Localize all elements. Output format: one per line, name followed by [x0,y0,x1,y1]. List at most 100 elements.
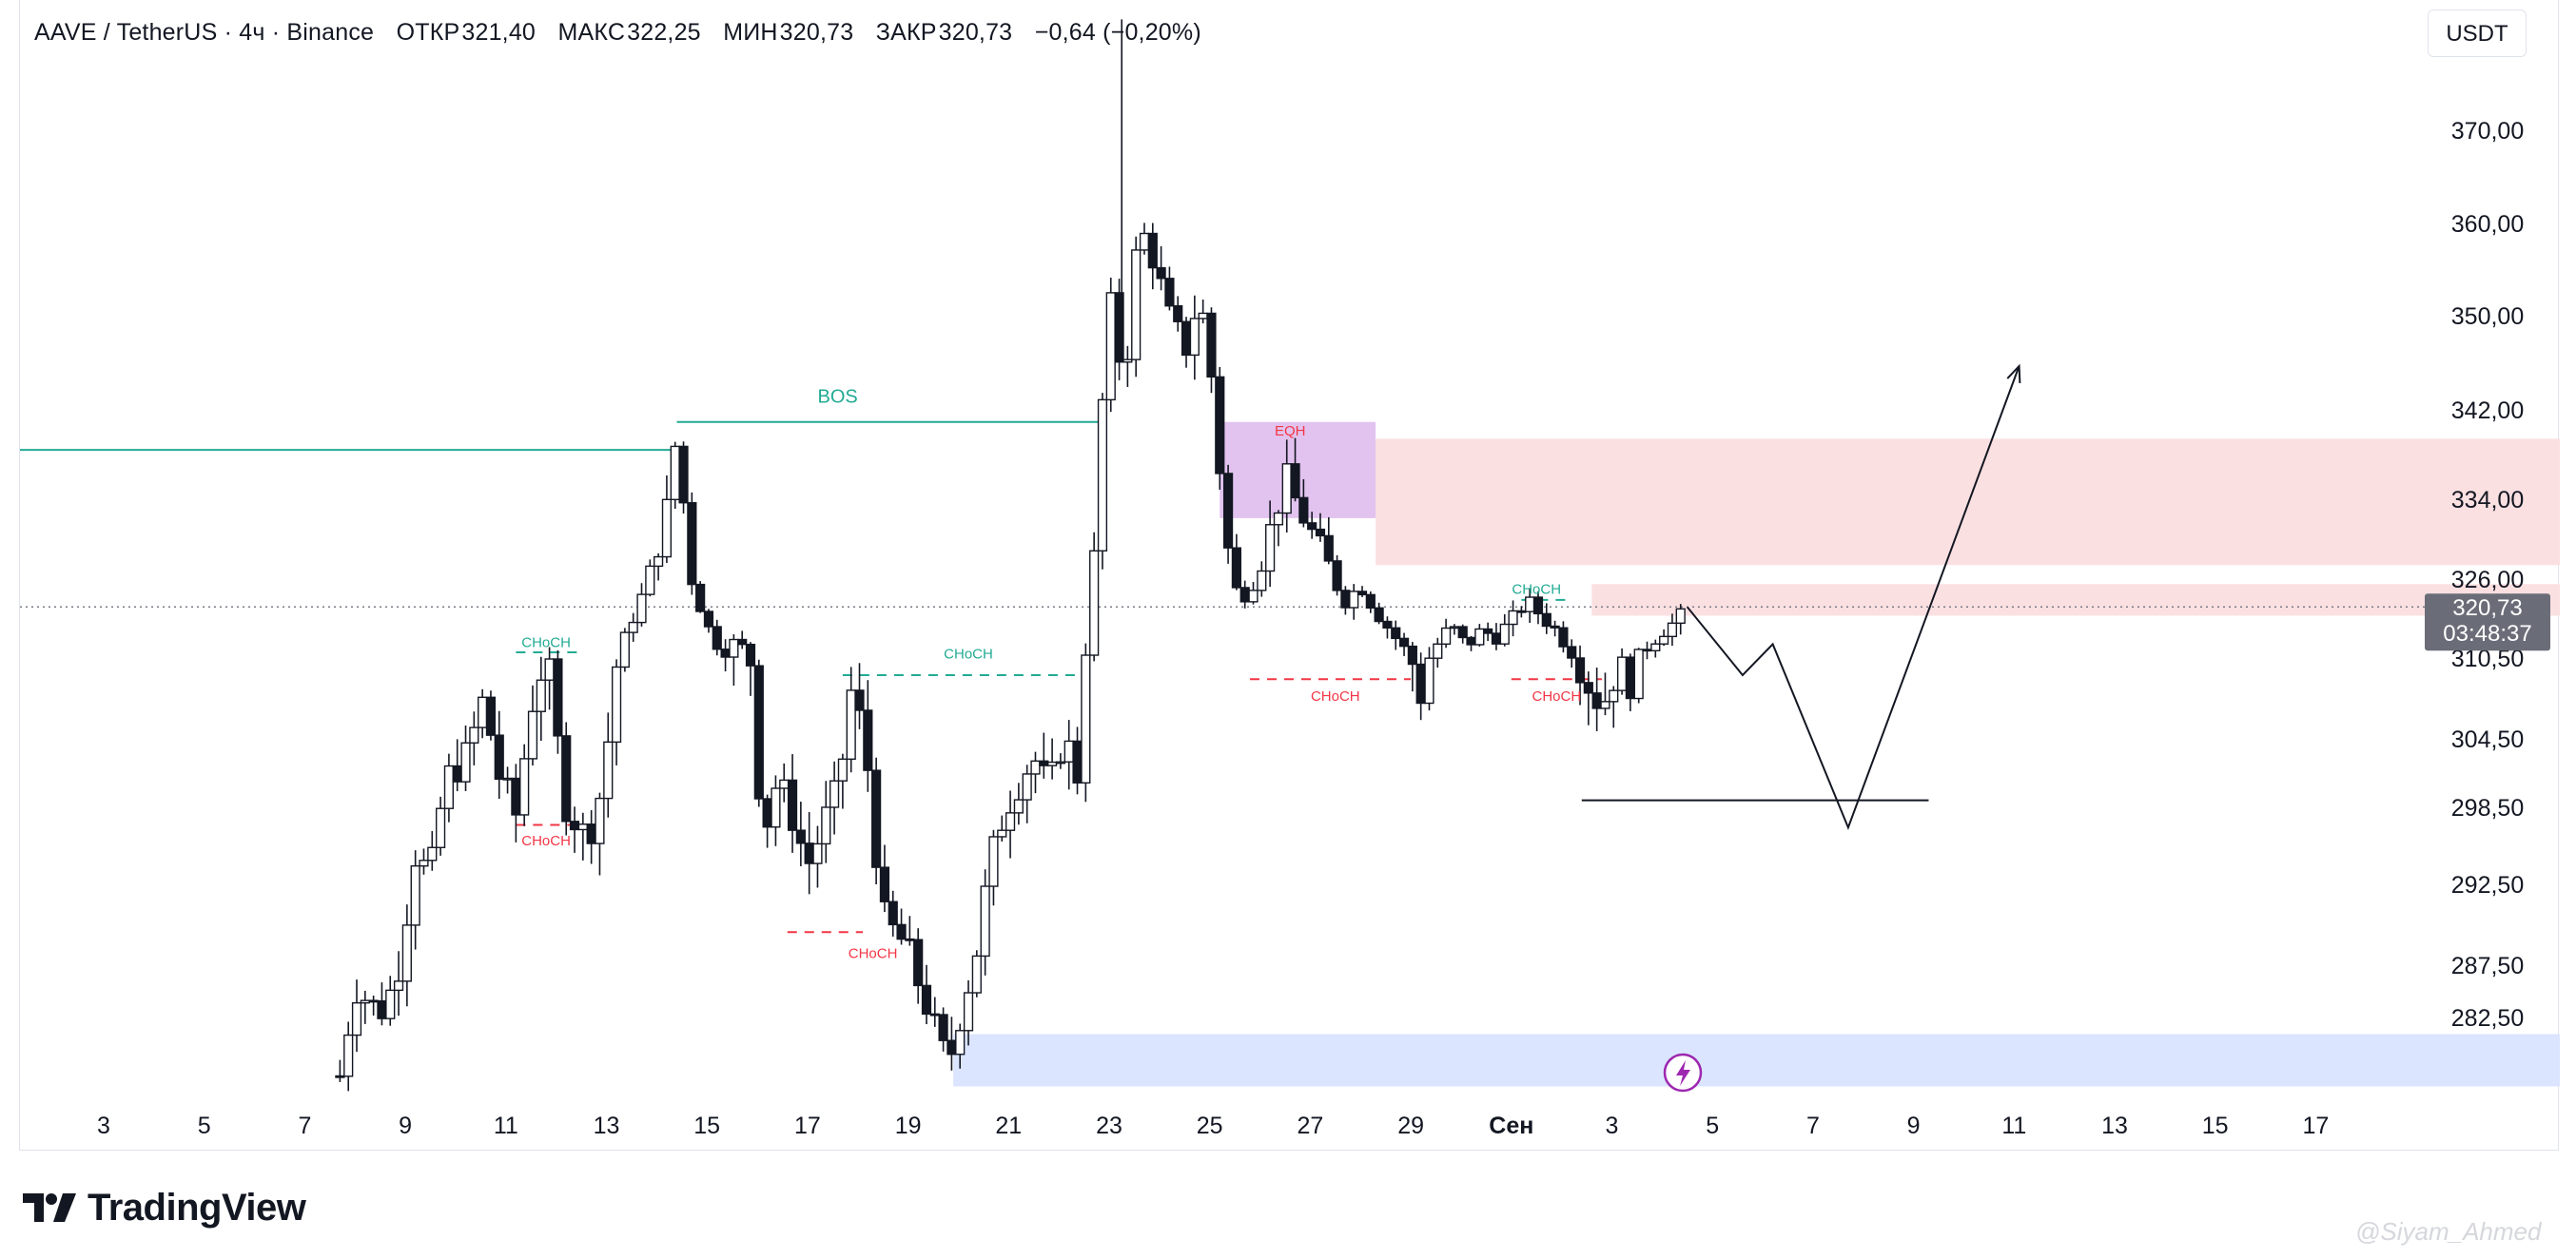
candle-body-down [1365,593,1376,610]
candle-body-down [1567,646,1577,659]
author-watermark: @Siyam_Ahmed [2355,1217,2542,1246]
candle [1642,641,1652,660]
candle-body-up [1265,524,1276,572]
candle [351,979,362,1053]
candle [1616,648,1628,695]
choch-label: CHoCH [849,946,898,962]
candle-body-down [745,643,756,667]
current-price-countdown: 03:48:37 [2443,621,2531,647]
candle [1532,591,1544,625]
candle [1332,554,1342,596]
candle [1307,512,1317,539]
candle-body-up [1424,657,1434,705]
eqh-label: EQH [1275,423,1306,439]
candle-body-down [753,665,764,800]
candle [1609,686,1619,728]
projection-layer [1686,363,2021,830]
candle [385,976,396,1026]
price-tick-label: 292,50 [2451,872,2524,899]
candle-body-up [636,593,647,624]
candle-body-down [1307,522,1317,531]
candle [1114,279,1124,380]
candle [997,815,1007,842]
candle [1089,532,1100,662]
candle [460,725,471,791]
candle-body-up [1248,590,1259,603]
candle [1567,639,1577,668]
candle-body-down [905,938,915,941]
candle-body-down [1332,560,1342,591]
price-tick-label: 304,50 [2451,726,2524,753]
candle [569,806,580,853]
supply-zone [1376,438,2560,566]
flash-icon[interactable] [1663,1053,1703,1093]
candle [854,663,865,729]
low-value: 320,73 [779,19,854,46]
candle-body-up [536,679,546,712]
candle [1239,580,1250,609]
candle [401,904,412,1007]
candle-body-up [460,742,471,783]
chart-canvas[interactable]: BOS CHoCH CHoCH CHoCH CHoCH CHoCH CHoCH CHoCH EQ… [20,0,2560,1151]
candle-body-down [712,626,722,650]
time-tick-label: 13 [2101,1113,2128,1139]
candle [737,630,748,649]
candle [1583,671,1593,726]
candle [1491,623,1502,650]
candle [527,685,538,765]
candle [1633,648,1644,704]
candle-body-up [988,836,999,887]
candle-body-up [1659,635,1669,645]
candle-body-down [795,829,806,844]
zones-layer [953,421,2560,1087]
candle [921,964,932,1025]
price-tick-label: 370,00 [2451,118,2524,145]
candle [1508,600,1518,637]
candle-body-up [1508,610,1518,626]
high-label: МАКС [557,19,626,46]
candle [1139,223,1150,255]
candle [1483,622,1493,642]
candle-body-down [1323,534,1334,562]
candle-body-down [1164,278,1175,307]
candle-body-down [511,777,521,816]
candle-body-down [485,696,497,736]
candle [1550,620,1560,637]
candle-body-up [1122,358,1133,363]
tradingview-logo-icon [23,1193,76,1222]
symbol-name[interactable]: AAVE / TetherUS · 4ч · Binance [34,19,375,46]
candle [611,659,622,765]
candle-body-down [452,765,462,783]
candle [427,830,438,871]
supply-zone [1591,584,2560,616]
candle [1298,478,1309,528]
time-tick-label: 9 [399,1113,412,1139]
candle-body-up [1499,623,1510,645]
symbol-legend: AAVE / TetherUS · 4ч · Binance ОТКР321,4… [34,19,1203,47]
time-tick-label: 7 [298,1113,311,1139]
candle-body-down [1391,627,1401,640]
candle-body-down [1583,682,1593,694]
candle [1064,720,1074,790]
tradingview-logo[interactable]: TradingView [21,1187,306,1229]
candle-body-up [401,924,412,982]
candle [410,850,420,950]
chart-area[interactable]: BOS CHoCH CHoCH CHoCH CHoCH CHoCH CHoCH CHoCH EQ… [19,0,2560,1151]
candle [654,552,664,581]
time-tick-label: 9 [1907,1113,1921,1139]
candle [1541,603,1551,634]
candle [980,869,990,976]
candle [1156,245,1166,291]
candle-body-up [1055,761,1066,765]
candle-body-down [586,823,596,844]
candle [1181,317,1192,368]
candle-body-up [393,980,404,992]
currency-button[interactable]: USDT [2428,10,2527,57]
candle [561,722,572,836]
candle-body-up [1022,773,1032,801]
candle-body-up [410,864,420,926]
candle-body-up [829,780,840,808]
candle-body-down [1516,610,1527,613]
demand-zone [953,1034,2560,1087]
